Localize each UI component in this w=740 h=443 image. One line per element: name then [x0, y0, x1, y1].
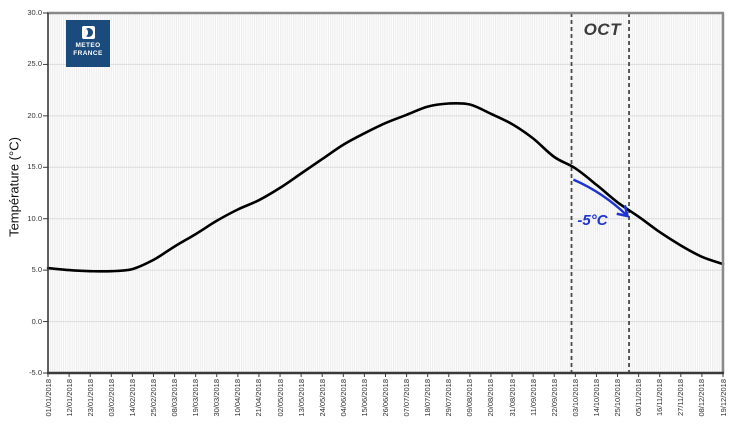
x-tick-label: 16/11/2018	[655, 379, 665, 416]
y-tick-label: 20.0	[27, 110, 42, 120]
x-tick-label: 25/10/2018	[613, 379, 623, 417]
y-tick-label: 10.0	[27, 213, 42, 223]
logo-text-line1: METEO	[75, 42, 101, 49]
x-tick-label: 08/12/2018	[697, 379, 707, 417]
x-tick-label: 04/06/2018	[338, 379, 348, 417]
x-tick-label: 20/08/2018	[486, 379, 496, 417]
x-tick-label: 11/09/2018	[528, 379, 538, 416]
x-tick-label: 14/02/2018	[127, 379, 137, 417]
x-tick-label: 21/04/2018	[254, 379, 264, 417]
axis-tick-marks	[43, 12, 724, 377]
y-tick-label: 15.0	[27, 162, 42, 172]
x-tick-label: 12/01/2018	[64, 379, 74, 417]
x-tick-label: 08/03/2018	[170, 379, 180, 417]
y-tick-label: 30.0	[27, 8, 42, 17]
x-tick-label: 22/09/2018	[549, 379, 559, 417]
x-tick-label: 07/07/2018	[402, 379, 412, 417]
x-tick-label: 27/11/2018	[676, 379, 686, 416]
x-tick-label: 09/08/2018	[465, 379, 475, 417]
y-tick-label: 25.0	[27, 59, 42, 69]
x-tick-label: 03/02/2018	[106, 379, 116, 417]
month-annotation-label: OCT	[583, 20, 621, 39]
temperature-drop-label: -5°C	[577, 211, 608, 229]
x-tick-label: 13/05/2018	[296, 379, 306, 417]
x-tick-label: 30/03/2018	[212, 379, 222, 417]
x-tick-label: 10/04/2018	[233, 379, 243, 417]
meteo-france-globe-icon	[81, 26, 95, 39]
x-tick-label: 31/08/2018	[507, 379, 517, 417]
gridlines	[48, 63, 723, 323]
y-tick-label: 5.0	[31, 265, 42, 275]
y-tick-label: -5.0	[29, 368, 42, 377]
temperature-curve	[46, 101, 725, 273]
x-tick-label: 26/06/2018	[381, 379, 390, 417]
x-tick-label: 19/12/2018	[718, 379, 728, 417]
x-tick-label: 02/05/2018	[275, 379, 285, 417]
y-tick-label: 0.0	[31, 316, 42, 326]
meteo-france-logo: METEO FRANCE	[66, 20, 110, 67]
x-tick-label: 23/01/2018	[85, 379, 95, 417]
x-tick-label: 01/01/2018	[43, 379, 53, 417]
x-tick-label: 19/03/2018	[191, 379, 201, 417]
october-boundary-dashed-lines	[570, 13, 630, 373]
globe-glyph	[83, 28, 93, 37]
plot-background	[48, 13, 723, 373]
x-tick-label: 03/10/2018	[570, 379, 580, 417]
x-tick-label: 29/07/2018	[444, 379, 454, 417]
x-tick-label: 05/11/2018	[634, 379, 644, 416]
x-tick-label: 14/10/2018	[591, 379, 601, 417]
temperature-drop-arrow	[572, 178, 627, 216]
x-tick-label: 15/06/2018	[359, 379, 369, 417]
x-tick-label: 18/07/2018	[423, 379, 433, 417]
x-tick-label: 25/02/2018	[148, 379, 158, 417]
logo-text-line2: FRANCE	[73, 50, 103, 57]
x-tick-label: 24/05/2018	[317, 379, 327, 417]
